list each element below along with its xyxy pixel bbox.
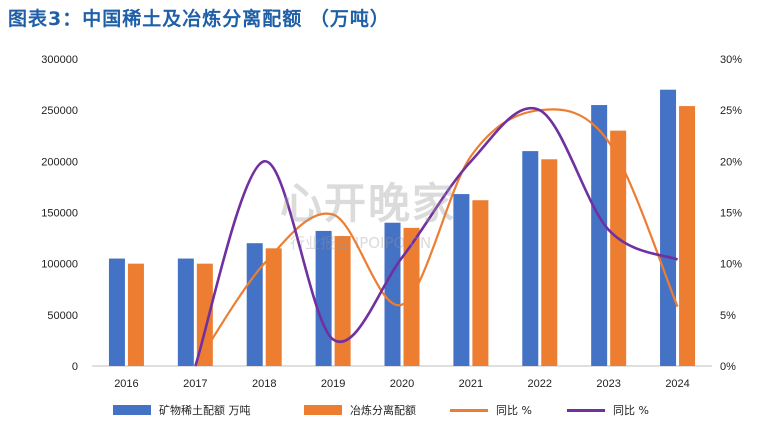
watermark-sub: 行业报告 IPOIPO.CN bbox=[290, 234, 432, 252]
bar bbox=[196, 263, 213, 366]
legend-swatch-line1 bbox=[450, 408, 488, 412]
legend: 矿物稀土配额 万吨 冶炼分离配额 同比 % 同比 % bbox=[0, 402, 779, 426]
bar bbox=[384, 222, 401, 366]
legend-label-line1: 同比 % bbox=[496, 404, 532, 417]
chart-title: 图表3：中国稀土及冶炼分离配额 （万吨） bbox=[8, 8, 390, 30]
legend-label-line2: 同比 % bbox=[613, 404, 649, 417]
legend-label-bar1: 矿物稀土配额 万吨 bbox=[159, 404, 251, 417]
bar bbox=[265, 248, 282, 366]
chart-svg: 300000 250000 200000 150000 100000 50000 0 30%… bbox=[41, 54, 742, 390]
x-tick-label: 2016 bbox=[114, 378, 138, 390]
bar bbox=[127, 263, 144, 366]
bar bbox=[177, 258, 194, 366]
left-tick-label: 50000 bbox=[47, 310, 78, 322]
x-tick-label: 2023 bbox=[596, 378, 620, 390]
left-tick-label: 100000 bbox=[41, 259, 78, 271]
left-tick-label: 250000 bbox=[41, 105, 78, 117]
x-tick-label: 2021 bbox=[459, 378, 483, 390]
x-tick-label: 2024 bbox=[665, 378, 689, 390]
legend-item-line2: 同比 % bbox=[567, 402, 649, 418]
bar-series bbox=[108, 89, 696, 367]
bar bbox=[453, 194, 470, 366]
left-tick-label: 150000 bbox=[41, 208, 78, 220]
bar bbox=[472, 200, 489, 366]
left-tick-label: 0 bbox=[72, 361, 78, 373]
right-tick-label: 15% bbox=[720, 208, 742, 220]
legend-label-bar2: 冶炼分离配额 bbox=[350, 404, 416, 417]
legend-item-line1: 同比 % bbox=[450, 402, 532, 418]
right-tick-label: 30% bbox=[720, 54, 742, 66]
left-tick-label: 300000 bbox=[41, 54, 78, 66]
legend-swatch-bar1 bbox=[113, 405, 151, 415]
bar bbox=[660, 89, 677, 366]
left-tick-label: 200000 bbox=[41, 156, 78, 168]
legend-item-bar2: 冶炼分离配额 bbox=[304, 402, 416, 418]
right-tick-label: 0% bbox=[720, 361, 736, 373]
line-series bbox=[194, 106, 679, 367]
left-axis-ticks: 300000 250000 200000 150000 100000 50000 0 bbox=[41, 54, 78, 373]
bar bbox=[591, 105, 608, 367]
legend-swatch-bar2 bbox=[304, 405, 342, 415]
right-tick-label: 20% bbox=[720, 156, 742, 168]
legend-item-bar1: 矿物稀土配额 万吨 bbox=[113, 402, 251, 418]
bar bbox=[334, 236, 351, 366]
series-line bbox=[194, 108, 679, 367]
right-tick-label: 5% bbox=[720, 310, 736, 322]
x-tick-label: 2018 bbox=[252, 378, 276, 390]
x-tick-label: 2019 bbox=[321, 378, 345, 390]
bar bbox=[610, 130, 627, 366]
bar bbox=[108, 258, 125, 366]
right-tick-label: 10% bbox=[720, 259, 742, 271]
bar bbox=[246, 243, 263, 366]
series-line bbox=[194, 106, 679, 367]
bar bbox=[522, 151, 539, 366]
x-tick-label: 2017 bbox=[183, 378, 207, 390]
legend-swatch-line2 bbox=[567, 408, 605, 412]
bar bbox=[541, 159, 558, 366]
right-axis-ticks: 30% 25% 20% 15% 10% 5% 0% bbox=[720, 54, 742, 373]
watermark-main: 心开晚家 bbox=[280, 179, 457, 228]
x-tick-label: 2022 bbox=[528, 378, 552, 390]
x-tick-label: 2020 bbox=[390, 378, 414, 390]
x-axis-ticks: 2016 2017 2018 2019 2020 2021 2022 2023 2024 bbox=[114, 378, 690, 390]
right-tick-label: 25% bbox=[720, 105, 742, 117]
bar bbox=[679, 106, 696, 366]
